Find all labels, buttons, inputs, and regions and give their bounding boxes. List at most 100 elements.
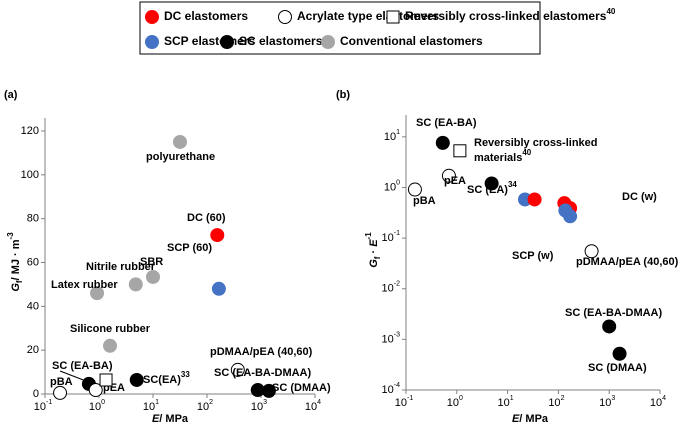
tick-text: 100 bbox=[21, 169, 39, 181]
marker-square bbox=[386, 10, 400, 24]
tick-exp: 3 bbox=[611, 395, 615, 402]
y-tick-label: 80 bbox=[27, 213, 39, 225]
x-tick-label: 104 bbox=[650, 395, 666, 409]
x-label-part: E bbox=[512, 413, 520, 425]
x-tick-label: 102 bbox=[548, 395, 564, 409]
point-label: SCP (w) bbox=[512, 250, 554, 262]
label-text: materials bbox=[474, 152, 522, 164]
point-label: SC (DMAA) bbox=[272, 382, 331, 394]
marker-circle bbox=[211, 281, 226, 296]
marker-circle bbox=[484, 176, 499, 191]
marker-circle bbox=[261, 383, 276, 398]
tick-base: 10 bbox=[143, 401, 155, 413]
tick-base: 10 bbox=[382, 384, 394, 396]
legend-text: Conventional elastomers bbox=[340, 34, 483, 48]
point-label: SC (EA-BA) bbox=[52, 360, 113, 372]
tick-exp: -3 bbox=[394, 331, 400, 338]
tick-base: 10 bbox=[650, 397, 662, 409]
point-label: Reversibly cross-linked bbox=[474, 137, 598, 149]
label-text: SC (EA-BA) bbox=[52, 360, 113, 372]
legend-text: Reversibly cross-linked elastomers bbox=[405, 9, 607, 23]
label-text: pDMAA/pEA (40,60) bbox=[576, 256, 679, 268]
tick-base: 10 bbox=[305, 401, 317, 413]
y-tick-label: 100 bbox=[21, 169, 39, 181]
tick-base: 10 bbox=[251, 401, 263, 413]
x-tick-label: 10-1 bbox=[395, 395, 414, 409]
tick-exp: -4 bbox=[394, 382, 400, 389]
marker-circle bbox=[53, 385, 68, 400]
x-tick-label: 102 bbox=[197, 399, 213, 413]
legend-label: Reversibly cross-linked elastomers40 bbox=[405, 7, 616, 23]
label-text: pEA bbox=[444, 175, 466, 187]
y-tick-label: 20 bbox=[27, 344, 39, 356]
tick-base: 10 bbox=[498, 397, 510, 409]
x-tick-label: 101 bbox=[498, 395, 514, 409]
legend-box bbox=[139, 1, 541, 55]
legend-sup: 40 bbox=[606, 7, 615, 16]
tick-exp: 2 bbox=[561, 395, 565, 402]
label-text: Nitrile rubber bbox=[86, 261, 156, 273]
marker-circle bbox=[407, 182, 422, 197]
point-label: polyurethane bbox=[146, 151, 215, 163]
y-label-part: f bbox=[373, 256, 382, 259]
x-tick-label: 103 bbox=[251, 399, 267, 413]
marker-square bbox=[453, 144, 467, 158]
label-text: pBA bbox=[50, 376, 73, 388]
marker-circle bbox=[210, 228, 225, 243]
legend: DC elastomers Acrylate type elastomersRev… bbox=[145, 7, 616, 49]
tick-text: 120 bbox=[21, 125, 39, 137]
label-text: Latex rubber bbox=[51, 279, 118, 291]
tick-text: 20 bbox=[27, 344, 39, 356]
x-tick-label: 100 bbox=[447, 395, 463, 409]
y-label-part: / MJ · m bbox=[10, 239, 22, 280]
legend-label: DC elastomers bbox=[164, 9, 248, 23]
point-label: materials40 bbox=[474, 148, 532, 164]
y-label-part: G bbox=[10, 283, 22, 292]
marker-circle bbox=[602, 319, 617, 334]
tick-base: 10 bbox=[447, 397, 459, 409]
tick-exp: 0 bbox=[101, 399, 105, 406]
marker-square bbox=[99, 373, 113, 387]
pointer bbox=[59, 370, 87, 382]
label-text: pBA bbox=[413, 195, 436, 207]
marker-circle bbox=[278, 10, 292, 24]
label-text: polyurethane bbox=[146, 151, 215, 163]
label-text: SCP (60) bbox=[167, 242, 212, 254]
tick-exp: -1 bbox=[407, 395, 413, 402]
y-label-part: -1 bbox=[364, 232, 373, 240]
tick-text: 80 bbox=[27, 213, 39, 225]
x-label-part: / MPa bbox=[159, 413, 189, 425]
point-label: SC (EA)34 bbox=[467, 180, 517, 196]
point-label: Nitrile rubber bbox=[86, 261, 156, 273]
tick-text: 0 bbox=[33, 388, 39, 400]
y-label-part: G bbox=[368, 259, 380, 268]
tick-exp: -1 bbox=[394, 230, 400, 237]
legend-text: DC elastomers bbox=[164, 9, 248, 23]
tick-exp: -2 bbox=[394, 281, 400, 288]
point-label: DC (w) bbox=[622, 191, 657, 203]
tick-base: 10 bbox=[89, 401, 101, 413]
label-sup: 34 bbox=[508, 180, 517, 189]
point-label: SBR bbox=[140, 256, 163, 268]
x-axis-label: E/ MPa bbox=[152, 413, 189, 425]
panel-label: (a) bbox=[4, 89, 18, 101]
legend-label: Acrylate type elastomers bbox=[297, 9, 439, 23]
label-sup: 33 bbox=[181, 370, 190, 379]
panel-label: (b) bbox=[336, 89, 350, 101]
marker-circle bbox=[321, 35, 335, 49]
marker-circle bbox=[90, 286, 105, 301]
point-label: SC (EA-BA-DMAA) bbox=[214, 367, 311, 379]
point-label: SC(EA)33 bbox=[143, 370, 190, 386]
marker-circle bbox=[563, 209, 578, 224]
tick-base: 10 bbox=[384, 131, 396, 143]
tick-exp: 0 bbox=[396, 179, 400, 186]
marker-circle bbox=[441, 168, 456, 183]
point-label: SCP (60) bbox=[167, 242, 212, 254]
tick-exp: 4 bbox=[317, 399, 321, 406]
legend-label: Conventional elastomers bbox=[340, 34, 483, 48]
label-text: Reversibly cross-linked bbox=[474, 137, 598, 149]
y-tick-label: 10-4 bbox=[382, 382, 401, 396]
point-label: pBA bbox=[50, 376, 73, 388]
tick-exp: 1 bbox=[396, 129, 400, 136]
